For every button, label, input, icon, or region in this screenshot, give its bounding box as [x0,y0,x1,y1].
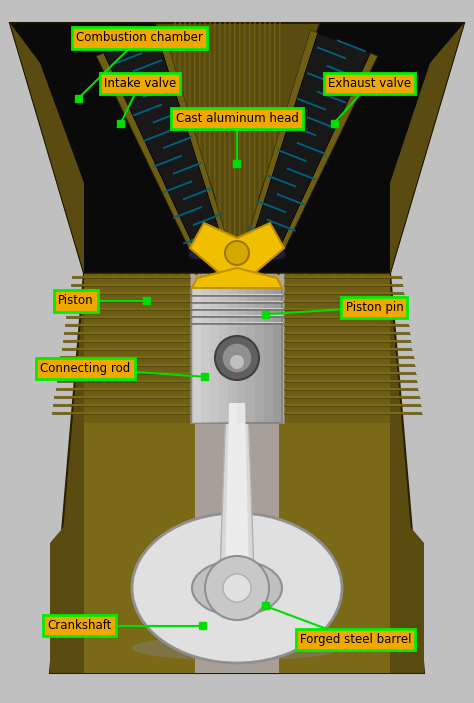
Ellipse shape [189,236,231,259]
Text: Crankshaft: Crankshaft [47,619,112,632]
Text: Cast aluminum head: Cast aluminum head [175,112,299,125]
Text: Forged steel barrel: Forged steel barrel [300,633,411,646]
Polygon shape [50,503,84,673]
Ellipse shape [189,236,231,259]
Polygon shape [104,33,223,253]
Bar [237,288,246,423]
Bar [201,373,208,380]
Circle shape [223,574,251,602]
Bar [274,263,284,423]
Text: Intake valve: Intake valve [104,77,176,90]
Polygon shape [104,33,223,253]
Bar [195,273,279,673]
Circle shape [205,556,269,620]
Bar [255,288,264,423]
Polygon shape [279,273,390,423]
Bar [144,297,150,304]
Circle shape [215,336,259,380]
Bar [273,288,282,423]
Polygon shape [192,268,282,288]
Bar [192,288,282,423]
Ellipse shape [243,236,285,259]
Ellipse shape [132,636,342,661]
Circle shape [230,355,244,369]
Ellipse shape [132,513,342,663]
Bar [234,160,240,167]
Polygon shape [251,33,370,253]
Polygon shape [390,503,424,673]
Polygon shape [190,223,284,288]
Bar [210,288,219,423]
Polygon shape [259,23,464,273]
Polygon shape [220,403,254,573]
Text: Combustion chamber: Combustion chamber [76,32,203,44]
Bar [219,288,228,423]
Bar [200,622,206,629]
Bar [262,602,269,610]
Polygon shape [251,33,370,253]
Polygon shape [84,423,195,673]
Bar [246,288,255,423]
Bar [75,95,82,102]
Polygon shape [279,423,390,673]
Bar [190,263,200,423]
Polygon shape [10,23,215,273]
Bar [228,288,237,423]
Polygon shape [84,273,195,423]
Polygon shape [50,273,424,673]
Circle shape [225,241,249,265]
Polygon shape [10,23,84,273]
Text: Piston pin: Piston pin [346,301,403,314]
Text: Connecting rod: Connecting rod [40,362,130,375]
Bar [118,120,124,127]
Ellipse shape [192,560,282,616]
Ellipse shape [243,236,285,259]
Polygon shape [97,30,228,255]
Text: Exhaust valve: Exhaust valve [328,77,411,90]
Bar [331,120,337,127]
Bar [192,288,201,423]
Circle shape [222,343,252,373]
Text: Piston: Piston [58,295,94,307]
Polygon shape [10,23,464,273]
Bar [264,288,273,423]
Bar [262,311,269,318]
Bar [201,288,210,423]
Polygon shape [390,23,464,273]
Polygon shape [246,30,377,255]
Polygon shape [225,403,249,573]
